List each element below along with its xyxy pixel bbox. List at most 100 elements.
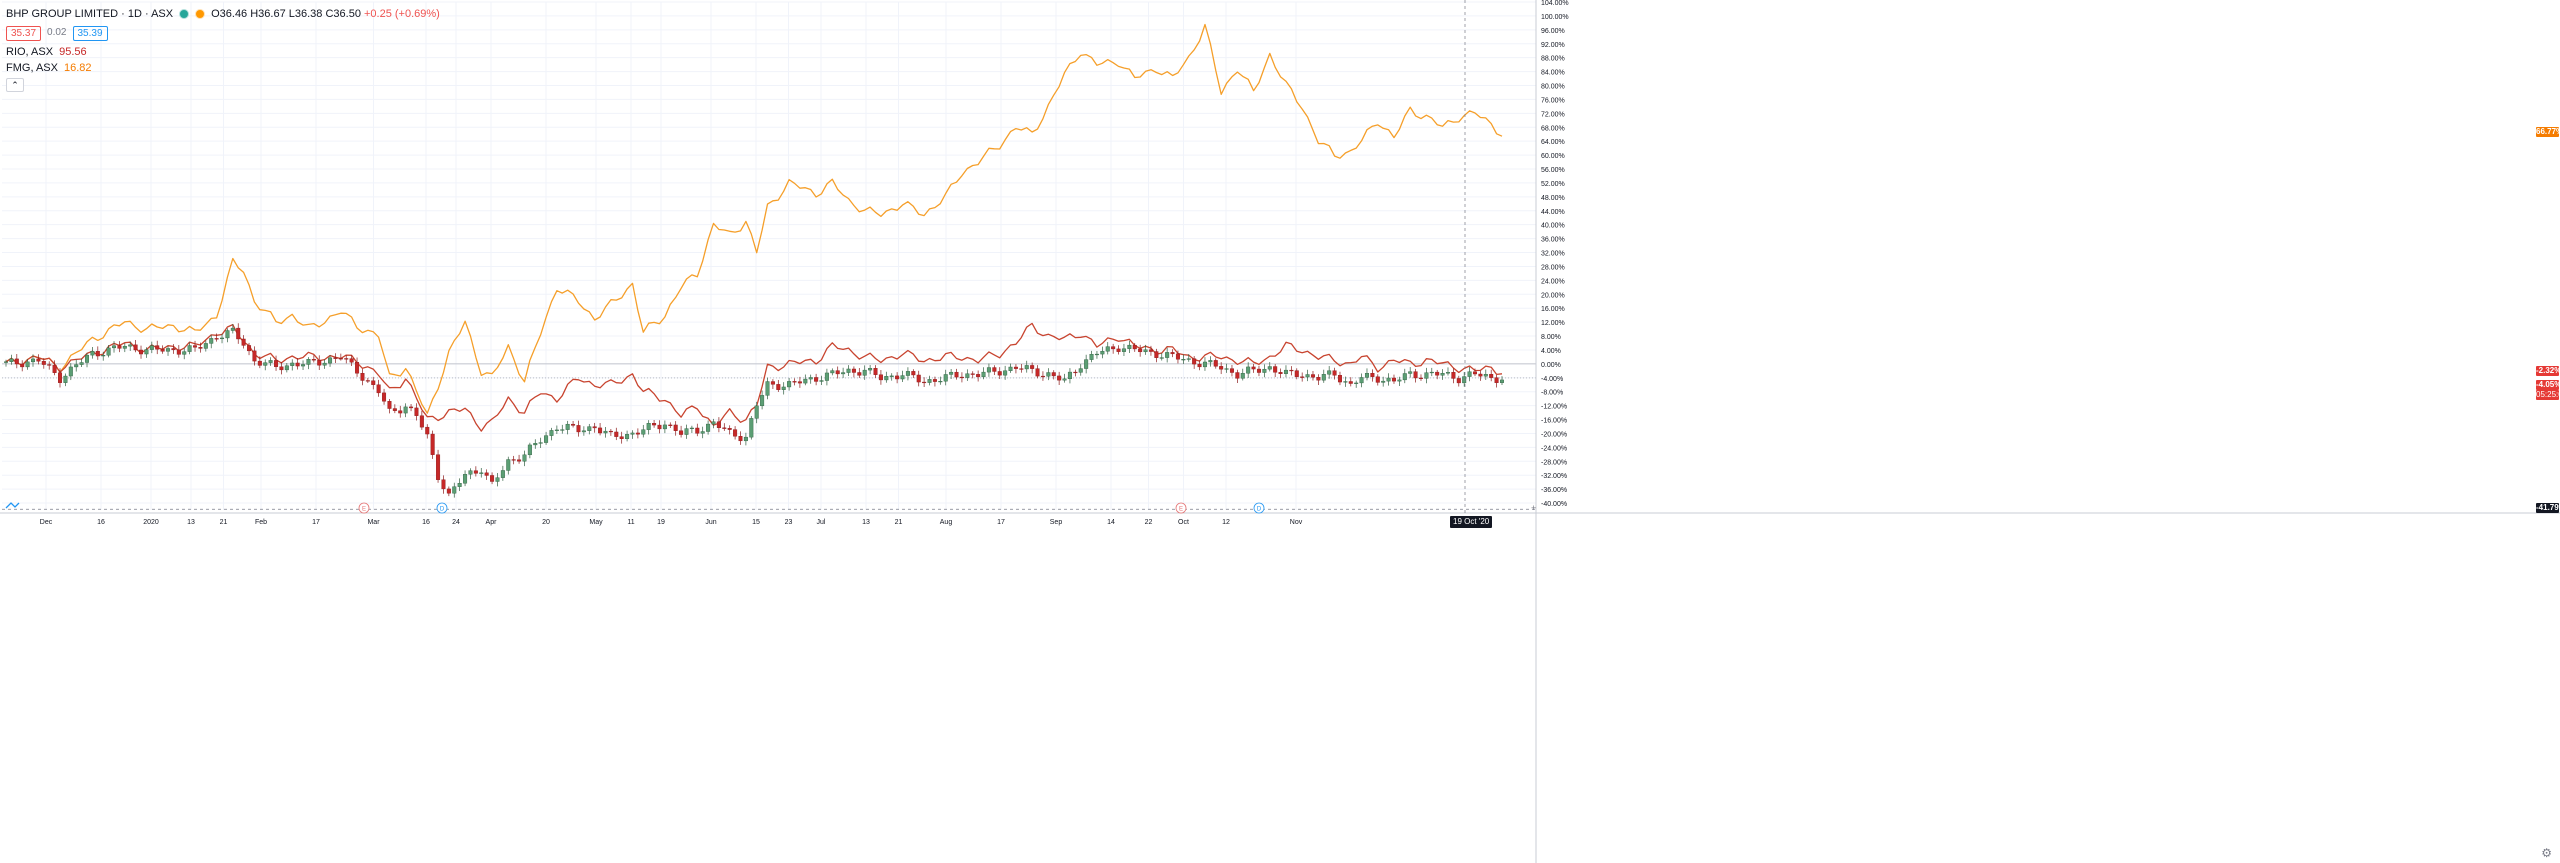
candle-body <box>68 366 73 377</box>
candle-body <box>252 350 257 362</box>
x-tick-label: 12 <box>1222 519 1230 526</box>
candle-body <box>1165 352 1170 358</box>
candle-body <box>1132 344 1137 350</box>
candle-body <box>824 372 829 381</box>
x-tick-label: 17 <box>997 519 1005 526</box>
candle-body <box>1440 373 1445 376</box>
event-marker-label: D <box>1257 507 1262 513</box>
collapse-legend-button[interactable]: ⌃ <box>6 78 24 92</box>
compare-rio-value: 95.56 <box>59 46 87 58</box>
candle-body <box>938 380 943 383</box>
candle-body <box>149 345 154 350</box>
candle-body <box>290 362 295 366</box>
candle-body <box>1305 374 1310 378</box>
x-tick-label: 16 <box>97 519 105 526</box>
candle-body <box>997 371 1002 376</box>
candle-body <box>1300 376 1305 378</box>
compare-fmg-row[interactable]: FMG, ASX 16.82 <box>6 60 440 76</box>
candle-body <box>657 424 662 430</box>
candle-body <box>279 366 284 371</box>
x-tick-label: 21 <box>895 519 903 526</box>
candle-body <box>754 405 759 419</box>
candle-body <box>1256 368 1261 373</box>
candle-body <box>943 374 948 382</box>
candle-body <box>1035 368 1040 377</box>
candle-body <box>630 432 635 435</box>
candle-body <box>792 381 797 383</box>
candle-body <box>581 430 586 433</box>
candle-body <box>1181 359 1186 361</box>
candle-body <box>338 358 343 360</box>
event-marker[interactable] <box>436 502 448 514</box>
y-tick-label: 52.00% <box>1541 181 1565 188</box>
candle-body <box>122 345 127 349</box>
y-tick-label: 16.00% <box>1541 306 1565 313</box>
candle-body <box>1116 348 1121 352</box>
candle-body <box>1424 372 1429 379</box>
event-marker[interactable] <box>358 502 370 514</box>
candle-body <box>1359 377 1364 384</box>
candle-body <box>1024 365 1029 370</box>
candle-body <box>1332 370 1337 376</box>
candle-body <box>781 386 786 390</box>
candle-body <box>970 373 975 375</box>
candle-body <box>684 428 689 435</box>
candle-body <box>1105 346 1110 352</box>
candle-body <box>1273 366 1278 373</box>
candle-body <box>679 430 684 435</box>
candle-body <box>430 433 435 455</box>
add-alert-icon[interactable]: + <box>1531 503 1537 513</box>
candle-body <box>1094 353 1099 356</box>
event-marker[interactable] <box>1175 502 1187 514</box>
candle-body <box>722 427 727 429</box>
event-marker[interactable] <box>1253 502 1265 514</box>
candle-body <box>209 338 214 344</box>
candle-body <box>949 371 954 375</box>
fmg-price-tag: 66.77% <box>2536 127 2560 137</box>
candle-body <box>560 429 565 431</box>
candle-body <box>398 410 403 414</box>
candle-body <box>733 429 738 437</box>
y-tick-label: 4.00% <box>1541 348 1561 355</box>
candle-body <box>1008 366 1013 371</box>
y-tick-label: 68.00% <box>1541 125 1565 132</box>
x-tick-label: 20 <box>542 519 550 526</box>
gear-icon[interactable]: ⚙ <box>2541 846 2552 860</box>
candle-body <box>344 358 349 360</box>
compare-rio-row[interactable]: RIO, ASX 95.56 <box>6 44 440 60</box>
y-tick-label: 8.00% <box>1541 334 1561 341</box>
candle-body <box>544 435 549 443</box>
sell-button[interactable]: 35.37 <box>6 25 42 41</box>
candle-body <box>1121 348 1126 352</box>
candle-body <box>1499 379 1504 383</box>
candle-body <box>1316 377 1321 381</box>
candle-body <box>1235 372 1240 379</box>
candle-body <box>1370 373 1375 377</box>
candle-body <box>95 351 100 357</box>
candle-body <box>230 327 235 331</box>
symbol-title[interactable]: BHP GROUP LIMITED · 1D · ASX <box>6 8 174 20</box>
candle-body <box>268 360 273 363</box>
y-tick-label: 92.00% <box>1541 42 1565 49</box>
candle-body <box>1429 371 1434 374</box>
candle-body <box>1192 358 1197 365</box>
candle-body <box>814 377 819 382</box>
fmg-series-line <box>5 23 1503 414</box>
x-tick-label: 13 <box>862 519 870 526</box>
zero-baselines <box>2 363 1536 510</box>
candle-body <box>457 483 462 487</box>
x-tick-label: 2020 <box>143 519 159 526</box>
candle-body <box>144 349 149 355</box>
candle-body <box>911 371 916 376</box>
x-tick-label: Nov <box>1290 519 1303 526</box>
market-status-icon <box>179 9 190 19</box>
candle-body <box>646 423 651 430</box>
candle-body <box>711 421 716 425</box>
candle-body <box>830 370 835 374</box>
candle-body <box>419 415 424 428</box>
buy-button[interactable]: 35.39 <box>72 25 108 41</box>
x-tick-label: 13 <box>187 519 195 526</box>
data-delay-icon <box>195 9 206 19</box>
candle-body <box>284 365 289 371</box>
